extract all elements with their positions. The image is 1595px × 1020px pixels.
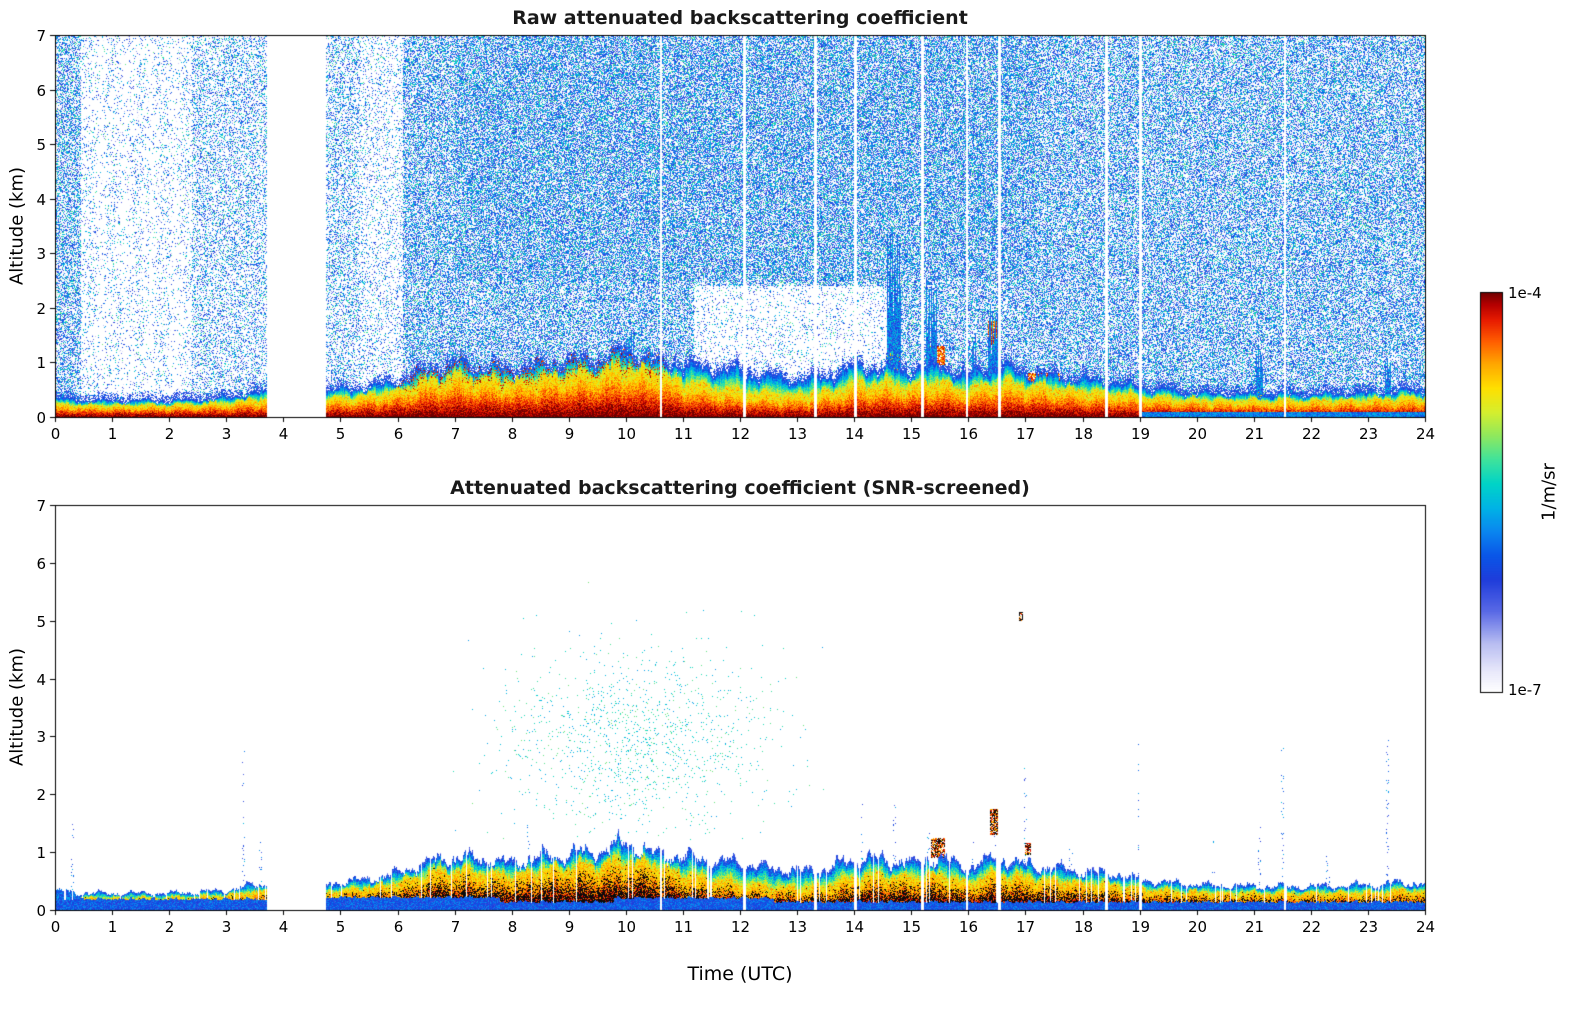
plot2-y-axis-label: Altitude (km) bbox=[6, 647, 28, 767]
plot1-x-tick-label-3: 3 bbox=[221, 425, 232, 443]
plot2-x-tick-label-9: 9 bbox=[564, 918, 575, 936]
plot1-y-tick-label-4: 4 bbox=[36, 190, 46, 209]
plot1-x-tick-label-2: 2 bbox=[164, 425, 175, 443]
plot2-x-tick-label-19: 19 bbox=[1130, 918, 1151, 936]
plot2-x-tick-label-23: 23 bbox=[1358, 918, 1379, 936]
plot1-x-tick-label-8: 8 bbox=[507, 425, 518, 443]
plot2-y-tick-label-5: 5 bbox=[36, 612, 46, 631]
plot1-x-tick-label-21: 21 bbox=[1244, 425, 1265, 443]
plot1-x-tick-label-22: 22 bbox=[1301, 425, 1322, 443]
plot2-x-tick-label-0: 0 bbox=[50, 918, 61, 936]
plot1-y-tick-label-5: 5 bbox=[36, 135, 46, 154]
plot2-x-tick-label-11: 11 bbox=[673, 918, 694, 936]
plot2-x-tick-label-20: 20 bbox=[1187, 918, 1208, 936]
plot1-y-tick-label-0: 0 bbox=[36, 408, 46, 427]
plot1-x-tick-label-10: 10 bbox=[616, 425, 637, 443]
plot2-x-tick-label-14: 14 bbox=[844, 918, 865, 936]
plot1-x-tick-label-5: 5 bbox=[335, 425, 346, 443]
plot1-y-tick-label-1: 1 bbox=[36, 353, 46, 372]
plot1-y-axis-label: Altitude (km) bbox=[6, 166, 28, 286]
plot1-y-tick-label-3: 3 bbox=[36, 244, 46, 263]
plot1-y-tick-label-7: 7 bbox=[36, 26, 46, 45]
plot2-y-tick-label-1: 1 bbox=[36, 843, 46, 862]
plot1-x-tick-label-0: 0 bbox=[50, 425, 61, 443]
plot2-x-tick-label-12: 12 bbox=[730, 918, 751, 936]
colorbar-max-tick-label: 1e-4 bbox=[1508, 284, 1542, 302]
plot2-x-tick-label-8: 8 bbox=[507, 918, 518, 936]
plot2-y-tick-label-2: 2 bbox=[36, 785, 46, 804]
plot1-x-tick-label-23: 23 bbox=[1358, 425, 1379, 443]
plot2-x-tick-label-22: 22 bbox=[1301, 918, 1322, 936]
plot2-y-tick-label-7: 7 bbox=[36, 496, 46, 515]
plot2-x-tick-label-3: 3 bbox=[221, 918, 232, 936]
plot2-x-tick-label-10: 10 bbox=[616, 918, 637, 936]
plot1-y-tick-label-2: 2 bbox=[36, 299, 46, 318]
plot2-title: Attenuated backscattering coefficient (S… bbox=[450, 477, 1030, 499]
plot2-y-tick-label-3: 3 bbox=[36, 727, 46, 746]
plot2-x-tick-label-17: 17 bbox=[1015, 918, 1036, 936]
colorbar-axis-label: 1/m/sr bbox=[1538, 463, 1560, 521]
plot1-x-tick-label-13: 13 bbox=[787, 425, 808, 443]
plot1-x-tick-label-15: 15 bbox=[901, 425, 922, 443]
plot1-x-tick-label-12: 12 bbox=[730, 425, 751, 443]
plot2-y-tick-label-6: 6 bbox=[36, 554, 46, 573]
plot1-x-tick-label-14: 14 bbox=[844, 425, 865, 443]
plot2-x-tick-label-15: 15 bbox=[901, 918, 922, 936]
plot1-x-tick-label-9: 9 bbox=[564, 425, 575, 443]
plot2-y-tick-label-0: 0 bbox=[36, 901, 46, 920]
plot1-y-tick-label-6: 6 bbox=[36, 81, 46, 100]
plot2-x-tick-label-21: 21 bbox=[1244, 918, 1265, 936]
plot1-x-tick-label-19: 19 bbox=[1130, 425, 1151, 443]
plot2-x-tick-label-7: 7 bbox=[450, 918, 461, 936]
plot2-x-tick-label-2: 2 bbox=[164, 918, 175, 936]
plot2-x-tick-label-24: 24 bbox=[1415, 918, 1436, 936]
plot1-title: Raw attenuated backscattering coefficien… bbox=[512, 7, 968, 29]
plot1-x-tick-label-17: 17 bbox=[1015, 425, 1036, 443]
plot2-x-tick-label-4: 4 bbox=[278, 918, 289, 936]
plot1-x-tick-label-16: 16 bbox=[958, 425, 979, 443]
plot1-x-tick-label-20: 20 bbox=[1187, 425, 1208, 443]
plot2-x-tick-label-5: 5 bbox=[335, 918, 346, 936]
plot2-x-tick-label-1: 1 bbox=[107, 918, 118, 936]
plot1-x-tick-label-6: 6 bbox=[393, 425, 404, 443]
colorbar-min-tick-label: 1e-7 bbox=[1508, 681, 1542, 699]
plot1-x-tick-label-24: 24 bbox=[1415, 425, 1436, 443]
plot2-x-tick-label-6: 6 bbox=[393, 918, 404, 936]
plot1-x-tick-label-4: 4 bbox=[278, 425, 289, 443]
plot2-x-tick-label-16: 16 bbox=[958, 918, 979, 936]
plot1-x-tick-label-7: 7 bbox=[450, 425, 461, 443]
plot2-x-tick-label-13: 13 bbox=[787, 918, 808, 936]
plot1-x-tick-label-18: 18 bbox=[1073, 425, 1094, 443]
plot1-x-tick-label-11: 11 bbox=[673, 425, 694, 443]
plot2-y-tick-label-4: 4 bbox=[36, 670, 46, 689]
plot2-x-tick-label-18: 18 bbox=[1073, 918, 1094, 936]
plot1-x-tick-label-1: 1 bbox=[107, 425, 118, 443]
x-axis-label: Time (UTC) bbox=[687, 963, 793, 985]
